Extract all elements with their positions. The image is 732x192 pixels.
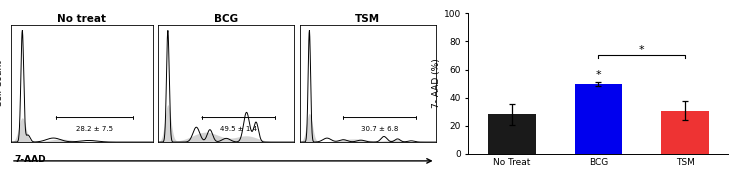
Bar	[575, 84, 622, 154]
Text: 30.7 ± 6.8: 30.7 ± 6.8	[361, 126, 399, 132]
Text: 28.2 ± 7.5: 28.2 ± 7.5	[76, 126, 113, 132]
Text: 7-AAD: 7-AAD	[15, 155, 46, 164]
Title: No treat: No treat	[57, 14, 106, 24]
Text: 49.5 ± 1.4: 49.5 ± 1.4	[220, 126, 257, 132]
Title: BCG: BCG	[214, 14, 238, 24]
Text: *: *	[639, 45, 645, 55]
Bar	[661, 111, 709, 154]
Bar	[488, 114, 536, 154]
Text: *: *	[596, 70, 601, 80]
Title: TSM: TSM	[355, 14, 380, 24]
Y-axis label: 7- AAD (%): 7- AAD (%)	[432, 59, 441, 108]
Text: Cell Count: Cell Count	[0, 60, 4, 107]
